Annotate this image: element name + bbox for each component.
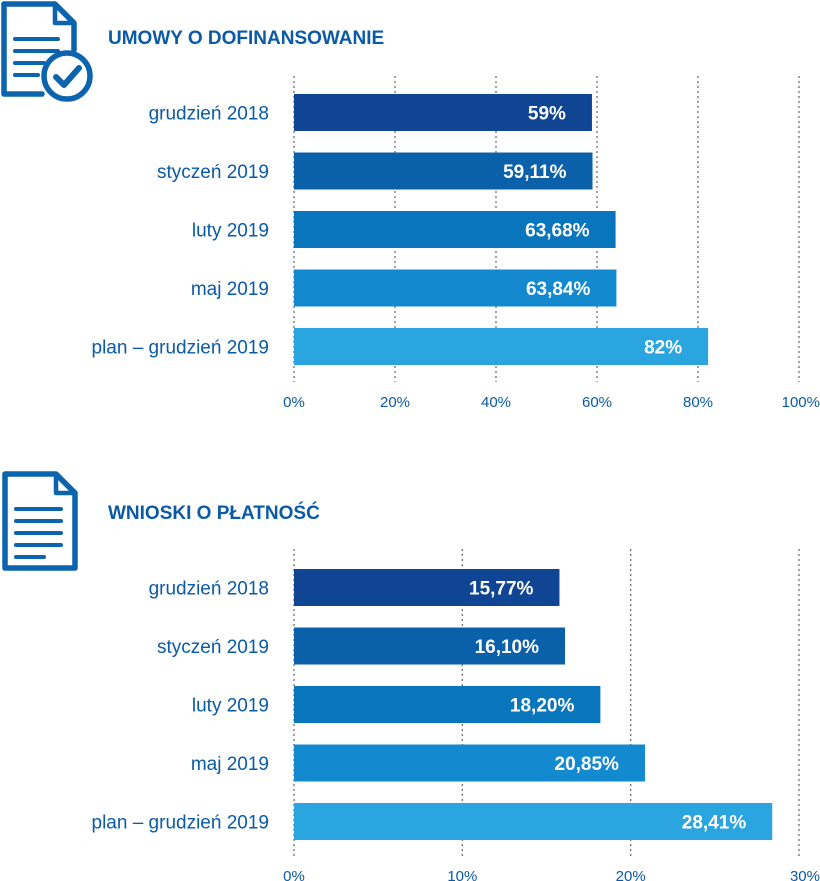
value-label: 15,77% [469, 579, 534, 600]
value-label: 59% [528, 104, 566, 125]
bar [294, 269, 617, 307]
chart-title: UMOWY O DOFINANSOWANIE [108, 28, 384, 49]
bar [294, 627, 566, 665]
category-label: grudzień 2018 [149, 579, 269, 600]
category-label: grudzień 2018 [149, 104, 269, 125]
bar [294, 744, 645, 782]
tick-label: 100% [782, 394, 820, 411]
tick-label: 20% [380, 394, 410, 411]
category-label: luty 2019 [192, 696, 269, 717]
category-label: maj 2019 [191, 754, 269, 775]
bar [294, 569, 560, 606]
tick-label: 0% [283, 868, 305, 881]
chart-title: WNIOSKI O PŁATNOŚĆ [108, 502, 320, 524]
tick-label: 40% [481, 394, 511, 411]
value-label: 28,41% [682, 813, 747, 834]
bar [294, 94, 592, 131]
category-label: plan – grudzień 2019 [92, 813, 269, 834]
category-label: plan – grudzień 2019 [92, 338, 269, 359]
bar [294, 328, 709, 365]
tick-label: 30% [790, 868, 820, 881]
bar [294, 686, 601, 723]
value-label: 82% [644, 338, 682, 359]
tick-label: 60% [582, 394, 612, 411]
value-label: 59,11% [503, 162, 566, 183]
document-text-icon [2, 471, 78, 571]
tick-label: 20% [616, 868, 646, 881]
category-label: styczeń 2019 [157, 637, 269, 658]
tick-label: 0% [283, 394, 305, 411]
bar [294, 211, 616, 248]
chart-1: UMOWY O DOFINANSOWANIE grudzień 2018 59% st… [92, 28, 820, 411]
tick-label: 80% [683, 394, 713, 411]
category-label: luty 2019 [192, 221, 269, 242]
bar [294, 803, 773, 840]
tick-label: 10% [447, 868, 477, 881]
chart-2: WNIOSKI O PŁATNOŚĆ grudzień 2018 15,77% sty… [92, 502, 820, 881]
bar [294, 152, 593, 190]
value-label: 63,84% [526, 279, 591, 300]
category-label: maj 2019 [191, 279, 269, 300]
value-label: 20,85% [555, 754, 620, 775]
category-label: styczeń 2019 [157, 162, 269, 183]
value-label: 18,20% [510, 696, 575, 717]
document-check-icon [1, 1, 93, 102]
value-label: 63,68% [525, 221, 590, 242]
value-label: 16,10% [475, 637, 540, 658]
